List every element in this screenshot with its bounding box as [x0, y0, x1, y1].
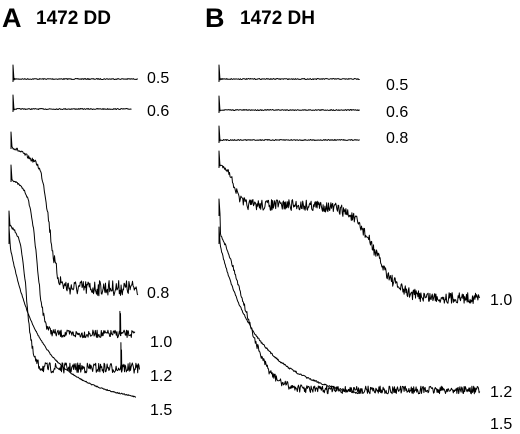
trace-label-a-1-0: 1.0 [150, 334, 172, 351]
trace-label-a-0-5: 0.5 [147, 70, 169, 87]
panel-b: B 1472 DH 0.5 0.6 0.8 1.0 1.2 1.5 [205, 3, 512, 433]
trace-label-a-0-8: 0.8 [147, 285, 169, 302]
trace-label-a-1-5: 1.5 [150, 402, 172, 419]
trace-a-0-5 [12, 64, 138, 82]
trace-label-b-0-8: 0.8 [386, 130, 408, 147]
panel-title-b: 1472 DH [240, 8, 315, 29]
trace-b-1-0 [218, 150, 481, 304]
trace-a-1-2 [8, 210, 140, 374]
trace-a-0-8 [10, 131, 139, 297]
trace-label-a-0-6: 0.6 [147, 103, 169, 120]
panel-letter-b: B [205, 3, 225, 33]
trace-a-1-5 [8, 226, 137, 398]
trace-label-b-1-0: 1.0 [490, 292, 512, 309]
trace-label-b-0-5: 0.5 [386, 77, 408, 94]
trace-a-1-0 [10, 164, 136, 339]
trace-label-b-0-6: 0.6 [386, 104, 408, 121]
traces-a [8, 64, 140, 398]
trace-b-0-8 [218, 125, 360, 143]
traces-b [218, 64, 481, 395]
panel-title-a: 1472 DD [36, 8, 111, 29]
trace-label-b-1-5: 1.5 [490, 416, 512, 433]
trace-label-a-1-2: 1.2 [150, 368, 172, 385]
trace-b-1-5 [218, 226, 361, 395]
trace-b-1-2 [218, 198, 481, 395]
panel-letter-a: A [2, 3, 22, 33]
panel-a: A 1472 DD 0.5 0.6 0.8 1.0 1.2 1.5 [2, 3, 172, 419]
trace-label-b-1-2: 1.2 [490, 384, 512, 401]
trace-b-0-5 [218, 64, 360, 82]
trace-a-0-6 [12, 94, 132, 112]
trace-b-0-6 [218, 95, 360, 113]
